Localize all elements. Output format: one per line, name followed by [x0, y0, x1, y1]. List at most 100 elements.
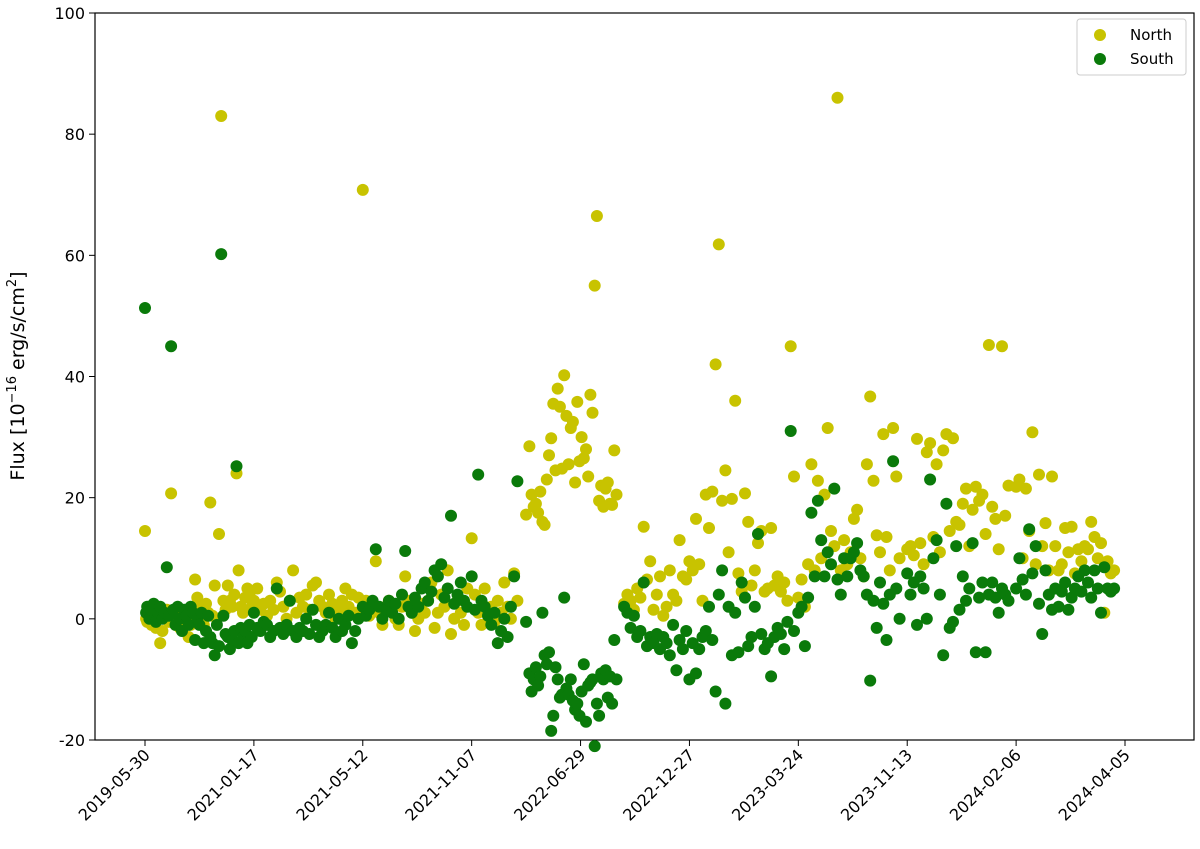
point-south-292	[1013, 552, 1026, 565]
point-north-287	[992, 543, 1005, 556]
point-north-57	[267, 603, 280, 616]
point-south-242	[841, 570, 854, 583]
point-north-74	[323, 588, 335, 601]
point-north-257	[890, 470, 903, 483]
point-north-164	[590, 210, 603, 222]
point-south-118	[468, 603, 481, 616]
point-south-189	[667, 618, 680, 631]
point-south-297	[1029, 540, 1042, 553]
point-south-231	[805, 506, 818, 519]
point-south-164	[590, 697, 603, 710]
point-south-75	[326, 621, 339, 634]
point-north-157	[575, 431, 588, 444]
point-south-129	[504, 600, 517, 613]
point-north-275	[953, 518, 966, 531]
point-south-233	[811, 494, 824, 507]
point-south-68	[303, 628, 316, 640]
point-north-184	[650, 588, 663, 601]
point-north-136	[529, 497, 542, 510]
point-north-180	[637, 520, 650, 533]
point-north-24	[189, 573, 202, 586]
point-north-42	[228, 588, 241, 601]
point-north-226	[788, 470, 800, 483]
point-south-232	[808, 570, 821, 583]
point-north-248	[860, 458, 873, 471]
point-south-11	[160, 561, 173, 574]
point-south-312	[1078, 564, 1091, 577]
point-south-295	[1023, 523, 1036, 536]
point-north-35	[213, 528, 225, 540]
point-south-215	[752, 528, 764, 540]
point-south-300	[1039, 564, 1052, 577]
point-north-117	[465, 532, 478, 545]
point-south-314	[1085, 591, 1098, 604]
point-north-264	[917, 558, 930, 571]
point-north-225	[784, 340, 797, 353]
point-south-110	[441, 582, 454, 595]
point-north-209	[732, 567, 745, 580]
point-south-273	[947, 615, 959, 628]
point-north-266	[924, 437, 937, 450]
point-south-311	[1075, 585, 1088, 598]
point-south-286	[989, 591, 1002, 604]
point-south-321	[1108, 582, 1121, 595]
point-south-130	[508, 570, 521, 583]
point-south-263	[914, 570, 927, 583]
legend: North South	[1076, 18, 1187, 76]
point-south-251	[870, 621, 883, 634]
point-south-124	[488, 606, 501, 619]
point-south-50	[245, 631, 258, 643]
point-north-262	[911, 432, 923, 445]
point-south-137	[532, 679, 545, 692]
point-north-88	[369, 555, 382, 568]
y-tick-label: -20	[59, 731, 85, 750]
point-south-58	[270, 582, 283, 595]
point-south-144	[547, 709, 560, 722]
point-south-205	[719, 697, 732, 710]
point-north-256	[887, 422, 900, 434]
point-south-264	[917, 582, 930, 595]
point-north-36	[215, 110, 228, 122]
point-north-236	[821, 422, 834, 434]
point-north-203	[712, 238, 725, 251]
point-south-171	[606, 697, 619, 710]
point-south-69	[306, 603, 319, 616]
y-tick-label: 100	[54, 4, 85, 23]
point-south-51	[247, 606, 260, 619]
point-south-37	[217, 609, 230, 622]
points-layer	[139, 91, 1121, 753]
point-south-223	[778, 643, 791, 656]
point-south-239	[831, 573, 844, 586]
point-south-88	[369, 543, 382, 556]
point-north-231	[805, 458, 818, 471]
point-south-208	[729, 606, 742, 619]
point-north-250	[867, 474, 880, 487]
point-south-296	[1026, 567, 1039, 580]
point-north-205	[719, 464, 732, 477]
point-south-30	[202, 609, 215, 622]
point-north-160	[582, 470, 595, 483]
point-south-275	[953, 603, 966, 616]
point-north-100	[409, 625, 421, 637]
point-south-211	[739, 591, 751, 604]
point-south-304	[1052, 600, 1065, 613]
point-south-317	[1095, 606, 1107, 619]
point-south-316	[1091, 582, 1104, 595]
point-north-13	[165, 487, 178, 500]
point-south-97	[399, 545, 412, 557]
point-north-106	[428, 621, 441, 634]
point-south-103	[418, 576, 431, 589]
point-north-215	[752, 537, 764, 550]
point-south-33	[208, 649, 221, 662]
point-south-82	[349, 625, 362, 637]
point-north-316	[1091, 552, 1104, 565]
point-south-305	[1055, 585, 1068, 598]
point-south-108	[435, 558, 448, 571]
point-south-159	[580, 715, 592, 728]
point-north-294	[1019, 482, 1032, 495]
point-south-138	[534, 670, 547, 683]
point-north-9	[156, 625, 169, 637]
point-north-0	[139, 525, 151, 537]
point-south-240	[834, 588, 847, 601]
point-north-253	[877, 428, 890, 441]
